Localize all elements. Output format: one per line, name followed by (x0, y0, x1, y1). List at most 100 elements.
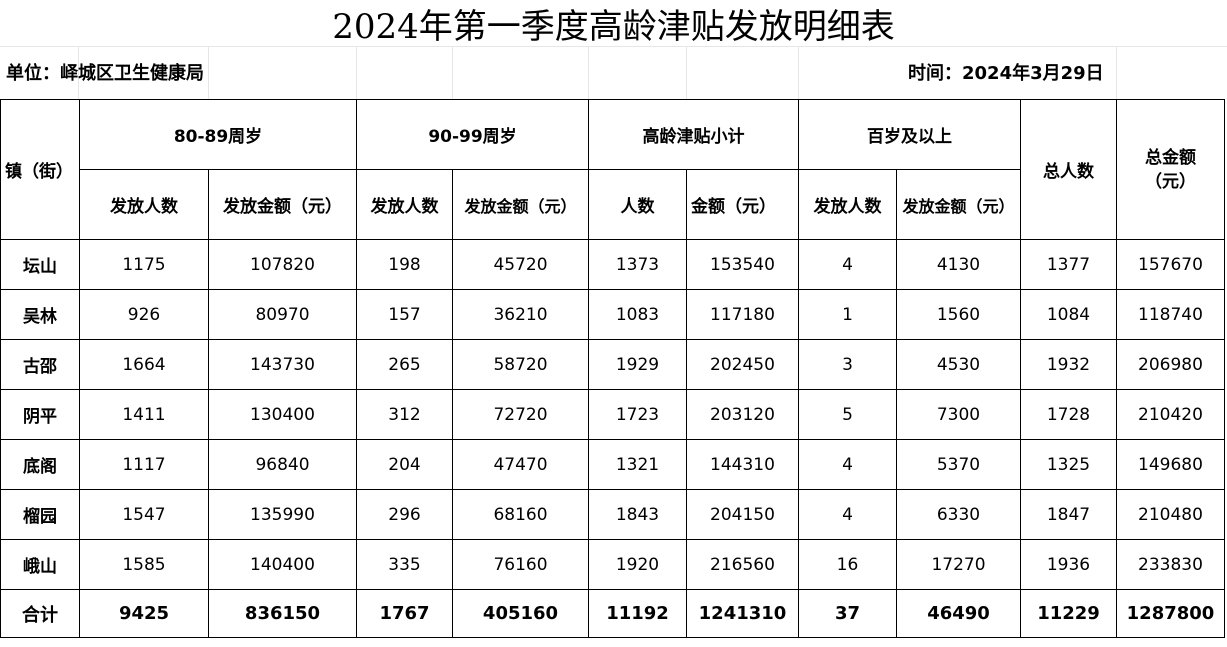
people-100-cell[interactable]: 4 (798, 239, 897, 290)
issued-amount-header[interactable]: 发放金额（元） (208, 169, 357, 240)
group-100-header[interactable]: 百岁及以上 (798, 99, 1021, 170)
people-80-cell[interactable]: 1585 (79, 539, 209, 590)
total-people-cell[interactable]: 1325 (1020, 439, 1117, 490)
group-subtotal-header[interactable]: 高龄津贴小计 (588, 99, 799, 170)
amount-90-cell[interactable]: 58720 (452, 339, 589, 390)
issued-amount-header[interactable]: 发放金额（元） (896, 169, 1021, 240)
total-amount-cell[interactable]: 149680 (1116, 439, 1225, 490)
amount-90-cell[interactable]: 72720 (452, 389, 589, 440)
amount-90-cell[interactable]: 68160 (452, 489, 589, 540)
amount-100-cell[interactable]: 17270 (896, 539, 1021, 590)
group-80-89-header[interactable]: 80-89周岁 (79, 99, 357, 170)
amount-subtotal-cell[interactable]: 204150 (686, 489, 799, 540)
people-80-cell[interactable]: 1664 (79, 339, 209, 390)
town-cell[interactable]: 底阁 (0, 439, 80, 490)
people-100-cell[interactable]: 5 (798, 389, 897, 440)
people-subtotal-cell[interactable]: 11192 (588, 589, 687, 638)
people-100-cell[interactable]: 4 (798, 439, 897, 490)
amount-90-cell[interactable]: 36210 (452, 289, 589, 340)
amount-80-cell[interactable]: 140400 (208, 539, 357, 590)
people-100-cell[interactable]: 16 (798, 539, 897, 590)
amount-80-cell[interactable]: 143730 (208, 339, 357, 390)
total-amount-header[interactable]: 总金额（元） (1116, 99, 1225, 240)
people-subtotal-cell[interactable]: 1843 (588, 489, 687, 540)
people-90-cell[interactable]: 198 (356, 239, 453, 290)
amount-90-cell[interactable]: 405160 (452, 589, 589, 638)
amount-100-cell[interactable]: 4530 (896, 339, 1021, 390)
people-90-cell[interactable]: 265 (356, 339, 453, 390)
people-80-cell[interactable]: 926 (79, 289, 209, 340)
amount-subtotal-cell[interactable]: 1241310 (686, 589, 799, 638)
people-90-cell[interactable]: 1767 (356, 589, 453, 638)
amount-90-cell[interactable]: 47470 (452, 439, 589, 490)
people-subtotal-cell[interactable]: 1723 (588, 389, 687, 440)
people-90-cell[interactable]: 312 (356, 389, 453, 440)
town-header[interactable]: 镇（街） (0, 99, 80, 240)
amount-80-cell[interactable]: 80970 (208, 289, 357, 340)
town-cell[interactable]: 合计 (0, 589, 80, 638)
amount-90-cell[interactable]: 45720 (452, 239, 589, 290)
total-amount-cell[interactable]: 206980 (1116, 339, 1225, 390)
total-people-cell[interactable]: 1377 (1020, 239, 1117, 290)
people-90-cell[interactable]: 157 (356, 289, 453, 340)
people-subtotal-cell[interactable]: 1321 (588, 439, 687, 490)
total-amount-cell[interactable]: 118740 (1116, 289, 1225, 340)
total-people-cell[interactable]: 11229 (1020, 589, 1117, 638)
total-people-cell[interactable]: 1936 (1020, 539, 1117, 590)
amount-subtotal-cell[interactable]: 203120 (686, 389, 799, 440)
people-subtotal-cell[interactable]: 1920 (588, 539, 687, 590)
issued-people-header[interactable]: 发放人数 (356, 169, 453, 240)
amount-80-cell[interactable]: 135990 (208, 489, 357, 540)
amount-80-cell[interactable]: 130400 (208, 389, 357, 440)
amount-subtotal-cell[interactable]: 216560 (686, 539, 799, 590)
total-people-cell[interactable]: 1728 (1020, 389, 1117, 440)
total-amount-cell[interactable]: 1287800 (1116, 589, 1225, 638)
total-amount-cell[interactable]: 210420 (1116, 389, 1225, 440)
amount-100-cell[interactable]: 7300 (896, 389, 1021, 440)
town-cell[interactable]: 吴林 (0, 289, 80, 340)
people-80-cell[interactable]: 1411 (79, 389, 209, 440)
amount-subtotal-cell[interactable]: 117180 (686, 289, 799, 340)
people-90-cell[interactable]: 296 (356, 489, 453, 540)
total-people-cell[interactable]: 1932 (1020, 339, 1117, 390)
people-100-cell[interactable]: 37 (798, 589, 897, 638)
total-people-header[interactable]: 总人数 (1020, 99, 1117, 240)
amount-80-cell[interactable]: 107820 (208, 239, 357, 290)
town-cell[interactable]: 榴园 (0, 489, 80, 540)
people-header[interactable]: 人数 (588, 169, 687, 240)
people-90-cell[interactable]: 204 (356, 439, 453, 490)
town-cell[interactable]: 坛山 (0, 239, 80, 290)
people-100-cell[interactable]: 4 (798, 489, 897, 540)
amount-subtotal-cell[interactable]: 153540 (686, 239, 799, 290)
issued-people-header[interactable]: 发放人数 (798, 169, 897, 240)
people-90-cell[interactable]: 335 (356, 539, 453, 590)
people-80-cell[interactable]: 9425 (79, 589, 209, 638)
amount-header[interactable]: 金额（元） (686, 169, 799, 240)
people-100-cell[interactable]: 1 (798, 289, 897, 340)
amount-100-cell[interactable]: 5370 (896, 439, 1021, 490)
town-cell[interactable]: 古邵 (0, 339, 80, 390)
total-amount-cell[interactable]: 233830 (1116, 539, 1225, 590)
amount-100-cell[interactable]: 6330 (896, 489, 1021, 540)
total-amount-cell[interactable]: 210480 (1116, 489, 1225, 540)
total-people-cell[interactable]: 1847 (1020, 489, 1117, 540)
issued-amount-header[interactable]: 发放金额（元） (452, 169, 589, 240)
amount-80-cell[interactable]: 836150 (208, 589, 357, 638)
people-80-cell[interactable]: 1117 (79, 439, 209, 490)
total-amount-cell[interactable]: 157670 (1116, 239, 1225, 290)
town-cell[interactable]: 阴平 (0, 389, 80, 440)
people-100-cell[interactable]: 3 (798, 339, 897, 390)
group-90-99-header[interactable]: 90-99周岁 (356, 99, 589, 170)
people-80-cell[interactable]: 1175 (79, 239, 209, 290)
people-subtotal-cell[interactable]: 1373 (588, 239, 687, 290)
amount-100-cell[interactable]: 1560 (896, 289, 1021, 340)
town-cell[interactable]: 峨山 (0, 539, 80, 590)
people-subtotal-cell[interactable]: 1929 (588, 339, 687, 390)
amount-subtotal-cell[interactable]: 202450 (686, 339, 799, 390)
amount-subtotal-cell[interactable]: 144310 (686, 439, 799, 490)
amount-100-cell[interactable]: 4130 (896, 239, 1021, 290)
people-80-cell[interactable]: 1547 (79, 489, 209, 540)
amount-90-cell[interactable]: 76160 (452, 539, 589, 590)
amount-100-cell[interactable]: 46490 (896, 589, 1021, 638)
total-people-cell[interactable]: 1084 (1020, 289, 1117, 340)
